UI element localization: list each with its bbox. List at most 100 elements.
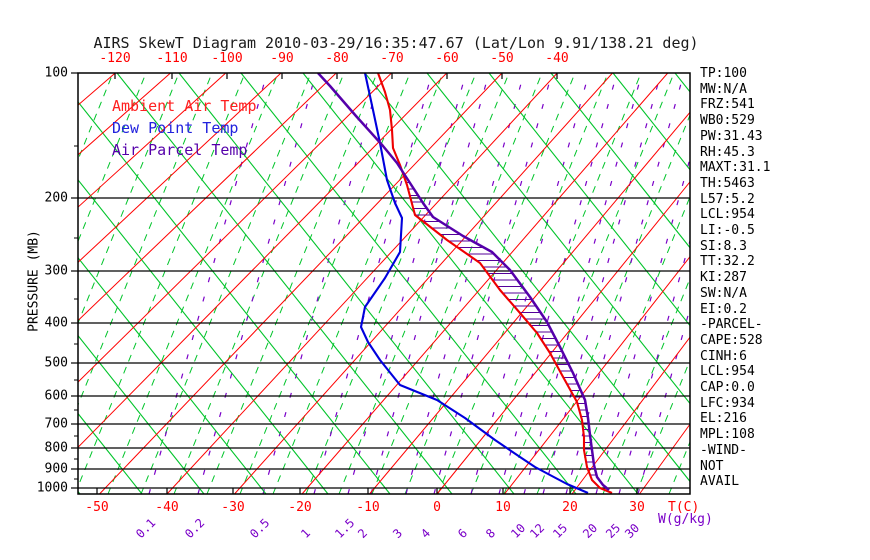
grid-line: [78, 73, 392, 383]
grid-line: [542, 73, 662, 495]
chart-title: AIRS SkewT Diagram 2010-03-29/16:35:47.6…: [93, 34, 699, 52]
grid-line: [313, 73, 433, 495]
stat-line: TP:100: [700, 66, 747, 81]
pressure-axis-label: 400: [44, 315, 68, 331]
mixing-ratio-unit-label: W(g/kg): [658, 512, 713, 527]
top-axis-temp-label: -90: [270, 51, 294, 66]
plot-border: [77, 72, 691, 495]
stat-line: KI:287: [700, 270, 747, 286]
grid-line: [140, 73, 312, 495]
grid-line: [371, 73, 543, 495]
stat-line: NOT: [700, 458, 724, 474]
temp-unit-label: T(C): [668, 500, 700, 515]
grid-line: [426, 73, 690, 405]
stat-line: LFC:934: [700, 395, 755, 411]
stat-line: MW:N/A: [700, 81, 747, 97]
grid-line: [404, 73, 576, 495]
grid-line: [612, 73, 690, 171]
pressure-axis-label: 300: [44, 263, 68, 279]
grid-line: [78, 73, 114, 162]
top-axis-temp-label: -120: [99, 51, 131, 66]
grid-line: [262, 73, 382, 495]
stat-line: WB0:529: [700, 113, 755, 129]
pressure-axis-label: 700: [44, 416, 68, 432]
grid-line: [470, 73, 590, 495]
stat-line: EI:0.2: [700, 301, 747, 317]
grid-line: [107, 73, 279, 495]
grid-line: [775, 73, 870, 494]
stat-line: PW:31.43: [700, 128, 763, 144]
pressure-axis-label: 900: [44, 461, 68, 477]
grid-line: [405, 73, 525, 495]
grid-line: [206, 73, 378, 495]
bottom-axis-temp-label: -30: [221, 500, 245, 515]
grid-line: [498, 73, 618, 495]
plot-grid-group: [0, 73, 870, 495]
curve-air-parcel-temp: [317, 73, 610, 491]
legend-item: Ambient Air Temp: [112, 97, 257, 115]
stat-line: -WIND-: [700, 442, 747, 458]
grid-line: [0, 73, 5, 494]
stat-line: SI:8.3: [700, 238, 747, 254]
grid-line: [433, 73, 553, 495]
pressure-axis-label: 200: [44, 190, 68, 206]
bottom-axis-temp-label: -10: [356, 500, 380, 515]
bottom-axis-temp-label: 10: [495, 500, 511, 515]
stat-line: MAXT:31.1: [700, 160, 771, 176]
top-axis-temp-label: -60: [435, 51, 459, 66]
grid-line: [148, 73, 268, 495]
pressure-axis-label: 600: [44, 388, 68, 404]
pressure-axis-label: 1000: [36, 480, 68, 496]
top-axis-temp-label: -80: [325, 51, 349, 66]
grid-line: [305, 73, 477, 495]
grid-line: [78, 73, 171, 156]
grid-line: [842, 73, 870, 494]
grid-line: [504, 255, 690, 495]
grid-line: [272, 73, 444, 495]
bottom-axis-temp-label: -40: [155, 500, 179, 515]
grid-line: [173, 73, 345, 495]
grid-line: [364, 73, 690, 483]
top-axis-temp-label: -70: [380, 51, 404, 66]
grid-line: [488, 73, 690, 327]
grid-line: [78, 73, 213, 407]
stat-line: L57:5.2: [700, 191, 755, 207]
grid-line: [78, 73, 282, 263]
stat-line: MPL:108: [700, 427, 755, 443]
bottom-axis-temp-label: 20: [562, 500, 578, 515]
legend-item: Dew Point Temp: [112, 119, 239, 137]
grid-line: [369, 111, 690, 495]
stat-line: SW:N/A: [700, 285, 747, 301]
grid-line: [347, 73, 467, 495]
legend-item: Air Parcel Temp: [112, 141, 248, 159]
stat-line: RH:45.3: [700, 144, 755, 160]
grid-line: [602, 277, 690, 495]
bottom-axis-temp-label: 30: [629, 500, 645, 515]
curve-ambient-air-temp: [377, 73, 613, 494]
bottom-axis-temp-label: -50: [85, 500, 109, 515]
grid-line: [503, 73, 675, 495]
bottom-axis-temp-label: 0: [433, 500, 441, 515]
grid-line: [301, 73, 669, 495]
stat-line: -PARCEL-: [700, 317, 763, 333]
top-axis-temp-label: -100: [211, 51, 243, 66]
top-axis-temp-label: -110: [156, 51, 188, 66]
pressure-axis-label: 500: [44, 355, 68, 371]
grid-line: [470, 73, 642, 495]
grid-line: [370, 73, 490, 495]
pressure-axis-label: 100: [44, 65, 68, 81]
stat-line: LCL:954: [700, 364, 755, 380]
top-axis-temp-label: -50: [490, 51, 514, 66]
stat-line: CAPE:528: [700, 332, 763, 348]
stat-line: FRZ:541: [700, 97, 755, 113]
top-axis-temp-label: -40: [545, 51, 569, 66]
grid-line: [78, 73, 337, 322]
stat-line: LI:-0.5: [700, 223, 755, 238]
stat-line: AVAIL: [700, 474, 740, 490]
grid-line: [536, 113, 690, 495]
grid-line: [78, 73, 180, 325]
stat-line: TH:5463: [700, 175, 755, 191]
grid-line: [523, 73, 643, 495]
